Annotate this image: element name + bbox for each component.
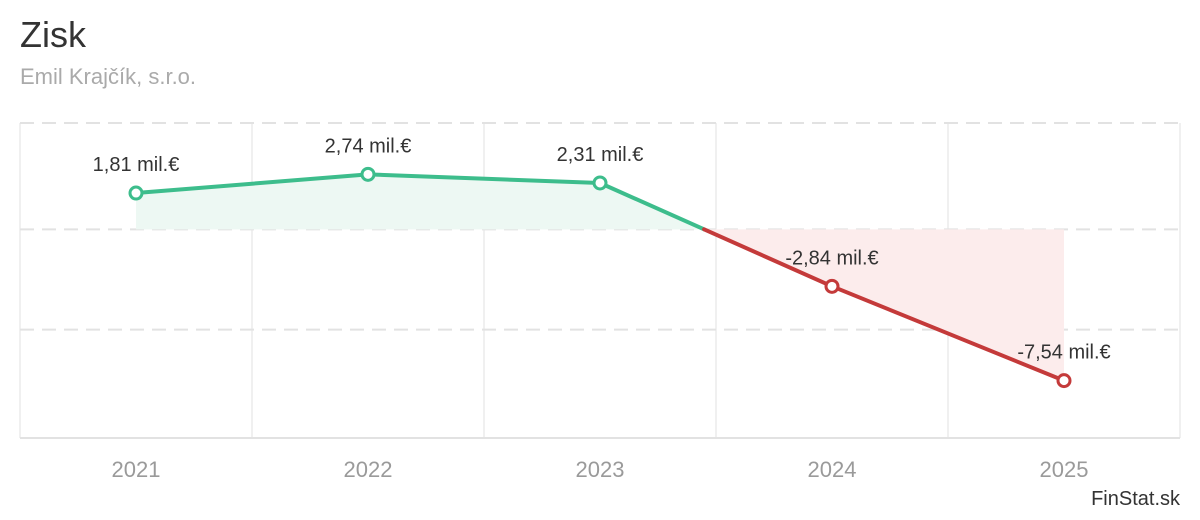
data-label: -7,54 mil.€ [1017, 342, 1110, 364]
x-tick-label: 2024 [808, 457, 857, 482]
negative-line-segment [830, 284, 1066, 383]
data-point [592, 175, 608, 191]
data-label: -2,84 mil.€ [785, 247, 878, 269]
data-point [128, 185, 144, 201]
data-point [1056, 373, 1072, 389]
x-axis-ticks: 2021 2022 2023 2024 2025 [112, 457, 1089, 482]
points [128, 166, 1072, 389]
data-label: 2,74 mil.€ [325, 135, 412, 157]
x-tick-label: 2022 [344, 457, 393, 482]
source-link[interactable]: FinStat.sk [1091, 488, 1180, 510]
x-tick-label: 2023 [576, 457, 625, 482]
data-label: 1,81 mil.€ [93, 154, 180, 176]
negative-area [832, 229, 1064, 381]
data-label: 2,31 mil.€ [557, 144, 644, 166]
positive-line-segment [134, 172, 370, 196]
positive-area [136, 174, 368, 230]
company-name: Emil Krajčík, s.r.o. [20, 64, 197, 89]
x-tick-label: 2025 [1040, 457, 1089, 482]
x-tick-label: 2021 [112, 457, 161, 482]
positive-line-segment [366, 172, 602, 185]
data-point [824, 278, 840, 294]
positive-line-segment [598, 180, 707, 232]
area-fills [136, 174, 1064, 381]
data-labels: 1,81 mil.€ 2,74 mil.€ 2,31 mil.€ -2,84 mil.… [93, 135, 1111, 363]
positive-area [368, 174, 600, 230]
negative-line-segment [702, 227, 834, 289]
data-point [360, 166, 376, 182]
chart-title: Zisk [20, 14, 86, 55]
lines [134, 172, 1066, 383]
